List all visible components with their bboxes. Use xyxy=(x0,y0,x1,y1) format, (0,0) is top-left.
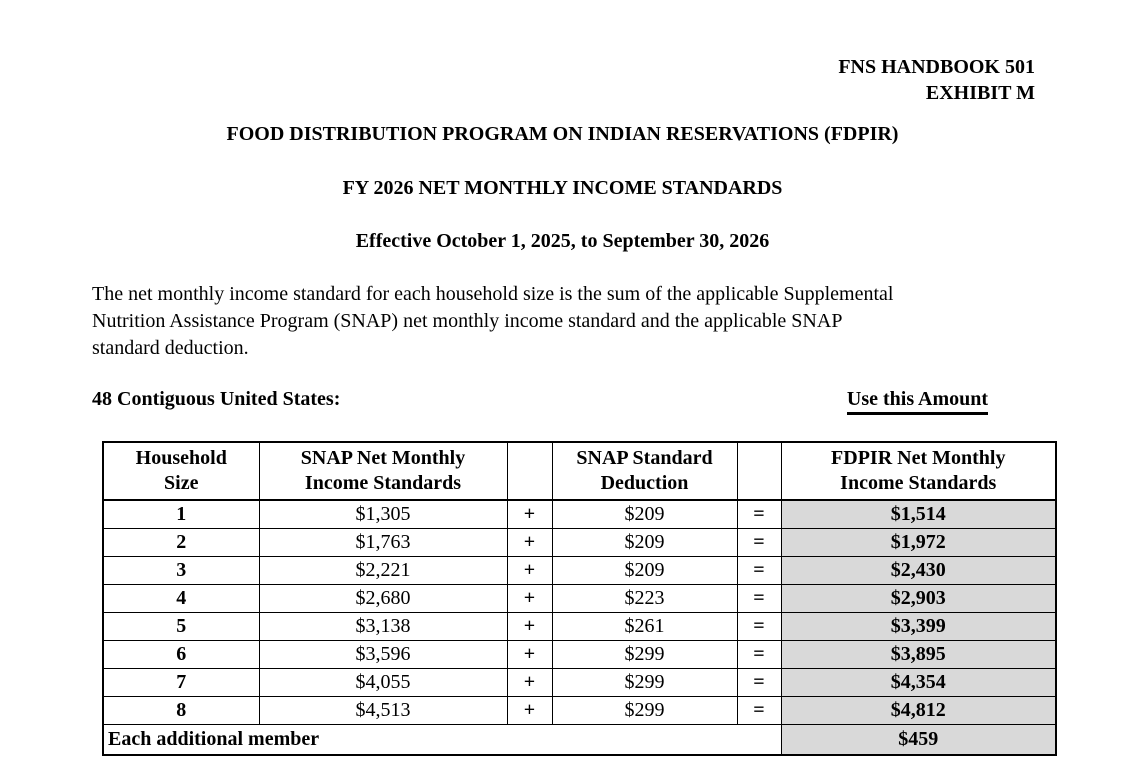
region-label: 48 Contiguous United States: xyxy=(92,388,341,410)
plus-operator-cell: + xyxy=(506,584,553,613)
table-row: 6 $3,596 + $299 = $3,895 xyxy=(102,640,1057,669)
header-household-size: Household Size xyxy=(102,441,260,501)
household-size-cell: 1 xyxy=(102,499,260,529)
intro-paragraph: The net monthly income standard for each… xyxy=(92,281,1042,362)
plus-operator-cell: + xyxy=(506,556,553,585)
household-size-cell: 4 xyxy=(102,584,260,613)
section-row: 48 Contiguous United States: Use this Am… xyxy=(0,388,1125,415)
table-row: 8 $4,513 + $299 = $4,812 xyxy=(102,696,1057,725)
income-standards-table: Household Size SNAP Net Monthly Income S… xyxy=(102,441,1057,756)
snap-income-cell: $1,763 xyxy=(258,528,508,557)
fdpir-income-cell: $2,430 xyxy=(780,556,1057,585)
deduction-cell: $261 xyxy=(551,612,738,641)
snap-income-cell: $4,513 xyxy=(258,696,508,725)
household-size-cell: 5 xyxy=(102,612,260,641)
deduction-cell: $299 xyxy=(551,640,738,669)
household-size-cell: 2 xyxy=(102,528,260,557)
table-footer-row: Each additional member $459 xyxy=(102,724,1057,756)
fdpir-income-cell: $4,812 xyxy=(780,696,1057,725)
plus-operator-cell: + xyxy=(506,499,553,529)
handbook-title: FNS HANDBOOK 501 xyxy=(838,56,1035,78)
equals-operator-cell: = xyxy=(736,528,782,557)
deduction-cell: $209 xyxy=(551,528,738,557)
page-title: FOOD DISTRIBUTION PROGRAM ON INDIAN RESE… xyxy=(226,123,899,145)
snap-income-cell: $3,138 xyxy=(258,612,508,641)
fdpir-income-cell: $1,514 xyxy=(780,499,1057,529)
deduction-cell: $299 xyxy=(551,696,738,725)
header-fdpir-income: FDPIR Net Monthly Income Standards xyxy=(780,441,1057,501)
plus-operator-cell: + xyxy=(506,528,553,557)
snap-income-cell: $4,055 xyxy=(258,668,508,697)
deduction-cell: $223 xyxy=(551,584,738,613)
household-size-cell: 8 xyxy=(102,696,260,725)
table-row: 7 $4,055 + $299 = $4,354 xyxy=(102,668,1057,697)
snap-income-cell: $1,305 xyxy=(258,499,508,529)
snap-income-cell: $3,596 xyxy=(258,640,508,669)
effective-dates: Effective October 1, 2025, to September … xyxy=(355,230,770,252)
exhibit-label: EXHIBIT M xyxy=(925,82,1035,104)
equals-operator-cell: = xyxy=(736,696,782,725)
table-row: 5 $3,138 + $261 = $3,399 xyxy=(102,612,1057,641)
fdpir-income-cell: $2,903 xyxy=(780,584,1057,613)
snap-income-cell: $2,680 xyxy=(258,584,508,613)
use-this-amount-wrap: Use this Amount xyxy=(780,388,1055,415)
table-row: 1 $1,305 + $209 = $1,514 xyxy=(102,499,1057,529)
household-size-cell: 6 xyxy=(102,640,260,669)
plus-operator-cell: + xyxy=(506,696,553,725)
header-snap-income: SNAP Net Monthly Income Standards xyxy=(258,441,508,501)
header-equals-spacer xyxy=(736,441,782,501)
header-plus-spacer xyxy=(506,441,553,501)
table-row: 2 $1,763 + $209 = $1,972 xyxy=(102,528,1057,557)
each-additional-member-amount: $459 xyxy=(780,724,1057,756)
deduction-cell: $299 xyxy=(551,668,738,697)
household-size-cell: 7 xyxy=(102,668,260,697)
table-row: 3 $2,221 + $209 = $2,430 xyxy=(102,556,1057,585)
document-header: FNS HANDBOOK 501 EXHIBIT M xyxy=(838,54,1035,106)
each-additional-member-label: Each additional member xyxy=(102,724,782,756)
intro-line: standard deduction. xyxy=(92,337,249,359)
header-snap-deduction: SNAP Standard Deduction xyxy=(551,441,738,501)
equals-operator-cell: = xyxy=(736,668,782,697)
fdpir-income-cell: $3,399 xyxy=(780,612,1057,641)
deduction-cell: $209 xyxy=(551,556,738,585)
equals-operator-cell: = xyxy=(736,612,782,641)
household-size-cell: 3 xyxy=(102,556,260,585)
table-row: 4 $2,680 + $223 = $2,903 xyxy=(102,584,1057,613)
plus-operator-cell: + xyxy=(506,612,553,641)
fdpir-income-cell: $4,354 xyxy=(780,668,1057,697)
table-header-row: Household Size SNAP Net Monthly Income S… xyxy=(102,441,1057,501)
page-subtitle: FY 2026 NET MONTHLY INCOME STANDARDS xyxy=(342,177,783,199)
equals-operator-cell: = xyxy=(736,556,782,585)
equals-operator-cell: = xyxy=(736,499,782,529)
use-this-amount-label: Use this Amount xyxy=(846,388,989,415)
fdpir-income-cell: $3,895 xyxy=(780,640,1057,669)
plus-operator-cell: + xyxy=(506,640,553,669)
snap-income-cell: $2,221 xyxy=(258,556,508,585)
fdpir-income-cell: $1,972 xyxy=(780,528,1057,557)
intro-line: The net monthly income standard for each… xyxy=(92,283,894,305)
intro-line: Nutrition Assistance Program (SNAP) net … xyxy=(92,310,843,332)
equals-operator-cell: = xyxy=(736,640,782,669)
equals-operator-cell: = xyxy=(736,584,782,613)
plus-operator-cell: + xyxy=(506,668,553,697)
deduction-cell: $209 xyxy=(551,499,738,529)
